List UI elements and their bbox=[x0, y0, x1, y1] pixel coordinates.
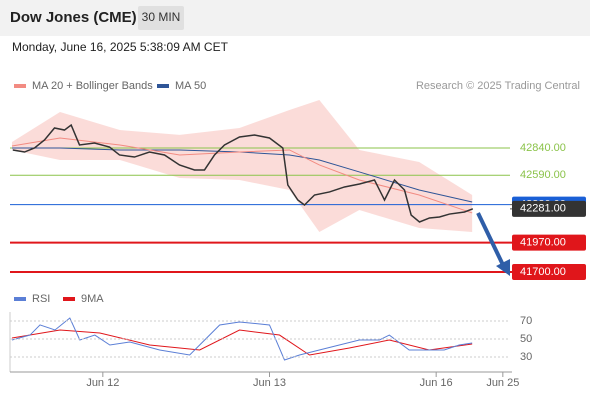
level-label: 41700.00 bbox=[520, 266, 566, 278]
x-tick-label: Jun 13 bbox=[253, 377, 286, 389]
level-label: 42840.00 bbox=[520, 142, 566, 154]
level-tag bbox=[512, 200, 586, 217]
rsi-ma-line bbox=[11, 329, 473, 356]
datetime: Monday, June 16, 2025 5:38:09 AM CET bbox=[12, 40, 229, 54]
legend-swatch bbox=[14, 84, 26, 88]
legend-swatch bbox=[157, 84, 169, 88]
legend-label: 9MA bbox=[81, 293, 104, 305]
price-line bbox=[12, 123, 474, 223]
ma20-line bbox=[11, 137, 473, 214]
level-label: 42590.00 bbox=[520, 169, 566, 181]
legend-swatch bbox=[14, 297, 26, 301]
bollinger-band bbox=[12, 100, 473, 233]
interval-button[interactable] bbox=[138, 6, 184, 30]
ma50-line bbox=[12, 147, 473, 203]
legend-swatch bbox=[63, 297, 75, 301]
legend-label: MA 50 bbox=[175, 80, 206, 92]
x-tick-label: Jun 25 bbox=[486, 377, 519, 389]
interval[interactable]: 30 MIN bbox=[142, 10, 181, 24]
rsi-line bbox=[11, 317, 473, 361]
x-tick-label: Jun 16 bbox=[420, 377, 453, 389]
forecast-arrow bbox=[476, 212, 505, 266]
y-tick-label: 30 bbox=[520, 351, 532, 363]
legend-label: MA 20 + Bollinger Bands bbox=[32, 80, 153, 92]
y-tick-label: 50 bbox=[520, 333, 532, 345]
forecast-arrowhead bbox=[496, 259, 510, 276]
header-bar bbox=[0, 0, 590, 36]
level-tag bbox=[512, 264, 586, 281]
legend-label: RSI bbox=[32, 293, 50, 305]
level-label: 42281.00 bbox=[520, 203, 566, 215]
level-tag bbox=[512, 234, 586, 251]
source: Research © 2025 Trading Central bbox=[416, 80, 580, 92]
x-tick-label: Jun 12 bbox=[86, 377, 119, 389]
title: Dow Jones (CME) bbox=[10, 9, 137, 26]
level-label: 41970.00 bbox=[520, 237, 566, 249]
y-tick-label: 70 bbox=[520, 315, 532, 327]
